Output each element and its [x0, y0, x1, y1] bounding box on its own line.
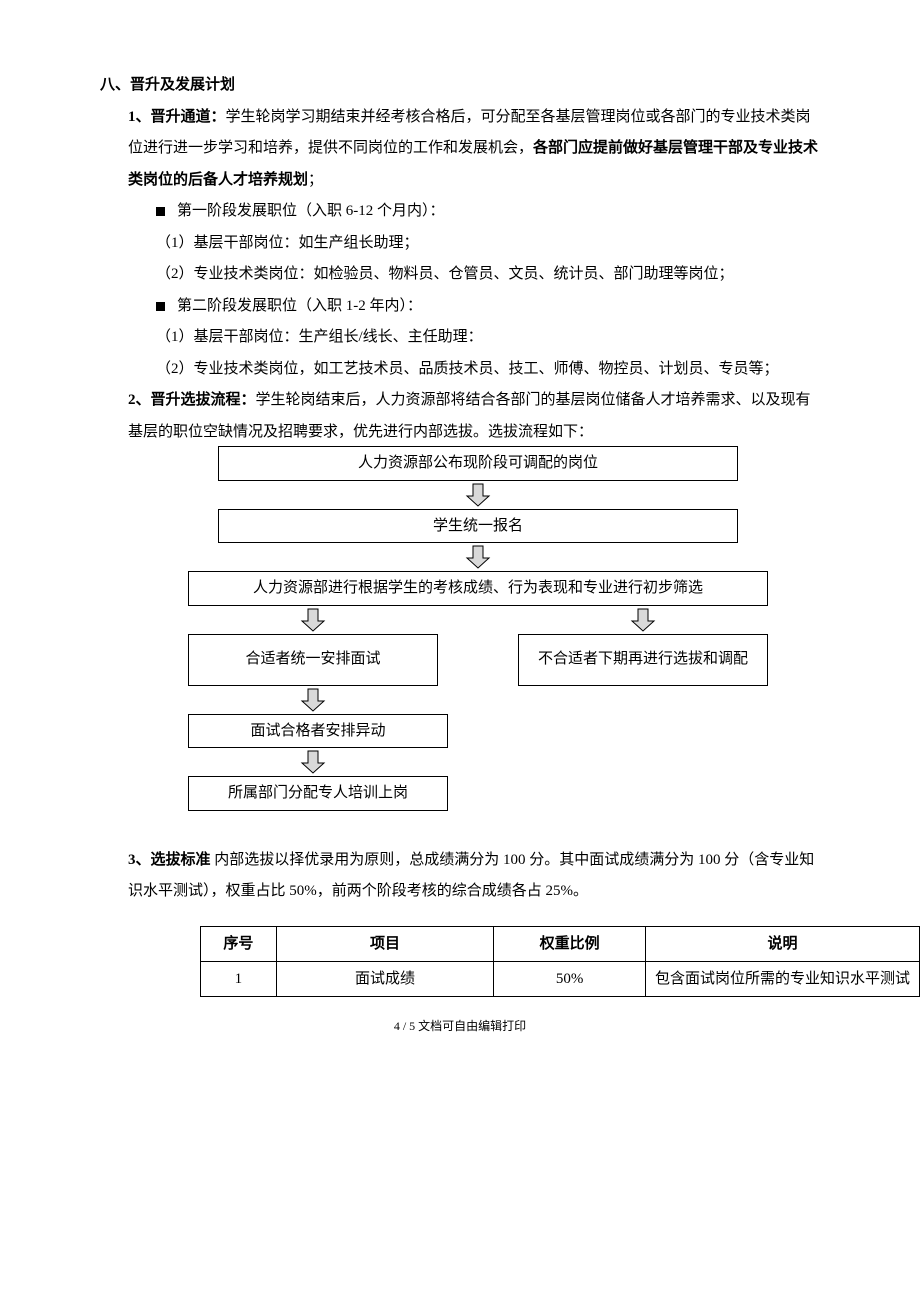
stage1-line1: （1）基层干部岗位：如生产组长助理； — [128, 228, 820, 260]
item1-title: 晋升通道： — [151, 109, 226, 125]
stage2-line1: （1）基层干部岗位：生产组长/线长、主任助理： — [128, 322, 820, 354]
flow-box-interview-pass: 面试合格者安排异动 — [188, 714, 448, 749]
flow-step-4-split: 合适者统一安排面试 不合适者下期再进行选拔和调配 — [188, 634, 768, 686]
table-row: 1 面试成绩 50% 包含面试岗位所需的专业知识水平测试 — [201, 961, 920, 996]
section-number: 八、 — [100, 77, 130, 93]
item-promotion-channel: 1、晋升通道：学生轮岗学习期结束并经考核合格后，可分配至各基层管理岗位或各部门的… — [128, 102, 820, 386]
flow-left-continue: 面试合格者安排异动 所属部门分配专人培训上岗 — [188, 686, 448, 811]
flow-box-publish: 人力资源部公布现阶段可调配的岗位 — [218, 446, 738, 481]
flow-box-signup: 学生统一报名 — [218, 509, 738, 544]
arrow-down-icon — [300, 749, 326, 775]
flow-arrow — [188, 481, 768, 509]
stage1-line2: （2）专业技术类岗位：如检验员、物料员、仓管员、文员、统计员、部门助理等岗位； — [128, 259, 820, 291]
th-seq: 序号 — [201, 926, 277, 961]
flow-box-assign: 所属部门分配专人培训上岗 — [188, 776, 448, 811]
td-item: 面试成绩 — [276, 961, 493, 996]
table-header-row: 序号 项目 权重比例 说明 — [201, 926, 920, 961]
item3-title: 选拔标准 — [151, 852, 211, 868]
page-footer: 4 / 5 文档可自由编辑打印 — [100, 1019, 820, 1033]
square-bullet-icon — [156, 302, 165, 311]
flow-step-1: 人力资源部公布现阶段可调配的岗位 — [188, 446, 768, 481]
td-seq: 1 — [201, 961, 277, 996]
item-selection-criteria: 3、选拔标准 内部选拔以择优录用为原则，总成绩满分为 100 分。其中面试成绩满… — [128, 845, 820, 908]
arrow-down-icon — [465, 544, 491, 570]
td-weight: 50% — [494, 961, 646, 996]
item1-label: 1、 — [128, 109, 151, 125]
stage2-line2: （2）专业技术类岗位，如工艺技术员、品质技术员、技工、师傅、物控员、计划员、专员… — [128, 354, 820, 386]
item2-label: 2、 — [128, 392, 151, 408]
flow-box-suitable: 合适者统一安排面试 — [188, 634, 438, 686]
stage1-title: 第一阶段发展职位（入职 6-12 个月内）： — [177, 203, 445, 219]
item3-label: 3、 — [128, 852, 151, 868]
arrow-down-icon — [465, 482, 491, 508]
item2-title: 晋升选拔流程： — [151, 392, 256, 408]
section-title-text: 晋升及发展计划 — [130, 77, 235, 93]
th-desc: 说明 — [646, 926, 920, 961]
flow-arrow — [188, 543, 768, 571]
selection-flowchart: 人力资源部公布现阶段可调配的岗位 学生统一报名 人力资源部进行根据学生的考核成绩… — [188, 446, 768, 811]
flow-box-screen: 人力资源部进行根据学生的考核成绩、行为表现和专业进行初步筛选 — [188, 571, 768, 606]
flow-arrow-split — [188, 606, 768, 634]
arrow-down-icon — [300, 607, 326, 633]
item1-body-end: ； — [308, 172, 323, 188]
square-bullet-icon — [156, 207, 165, 216]
section-heading: 八、晋升及发展计划 — [100, 70, 820, 102]
stage1-heading: 第一阶段发展职位（入职 6-12 个月内）： — [128, 196, 820, 228]
flow-step-3: 人力资源部进行根据学生的考核成绩、行为表现和专业进行初步筛选 — [188, 571, 768, 606]
item-selection-process: 2、晋升选拔流程：学生轮岗结束后，人力资源部将结合各部门的基层岗位储备人才培养需… — [128, 385, 820, 448]
stage2-heading: 第二阶段发展职位（入职 1-2 年内）： — [128, 291, 820, 323]
arrow-down-icon — [300, 687, 326, 713]
section-content: 1、晋升通道：学生轮岗学习期结束并经考核合格后，可分配至各基层管理岗位或各部门的… — [100, 102, 820, 908]
flow-step-2: 学生统一报名 — [188, 509, 768, 544]
stage2-title: 第二阶段发展职位（入职 1-2 年内）： — [177, 298, 422, 314]
th-item: 项目 — [276, 926, 493, 961]
flow-box-unsuitable: 不合适者下期再进行选拔和调配 — [518, 634, 768, 686]
criteria-table: 序号 项目 权重比例 说明 1 面试成绩 50% 包含面试岗位所需的专业知识水平… — [200, 926, 920, 997]
td-desc: 包含面试岗位所需的专业知识水平测试 — [646, 961, 920, 996]
th-weight: 权重比例 — [494, 926, 646, 961]
arrow-down-icon — [630, 607, 656, 633]
item3-body: 内部选拔以择优录用为原则，总成绩满分为 100 分。其中面试成绩满分为 100 … — [128, 852, 814, 900]
